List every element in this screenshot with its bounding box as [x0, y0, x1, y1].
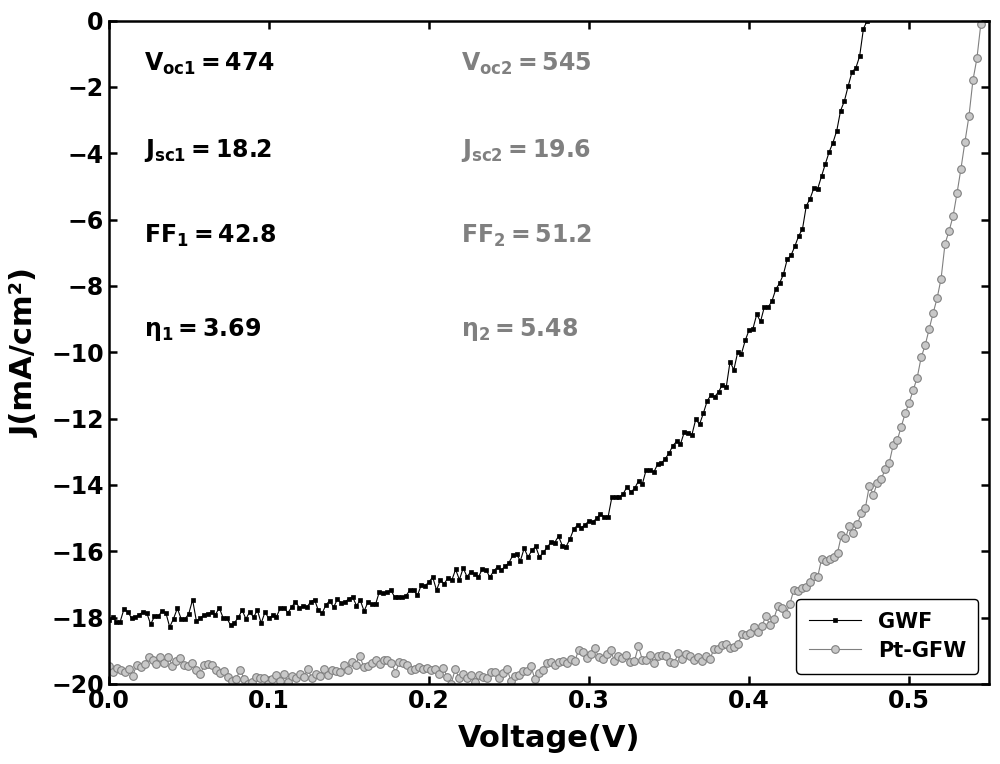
GWF [827, 138, 839, 147]
Pt-GFW [103, 662, 115, 671]
Text: $\mathbf{V}_{\mathbf{oc1}}\mathbf{=474}$: $\mathbf{V}_{\mathbf{oc1}}\mathbf{=474}$ [144, 50, 275, 76]
GWF [148, 612, 160, 621]
GWF [800, 202, 812, 211]
Line: GWF: GWF [106, 18, 870, 630]
GWF [309, 595, 321, 604]
GWF [861, 16, 873, 25]
Pt-GFW [242, 679, 254, 688]
Pt-GFW [843, 521, 855, 530]
Pt-GFW [573, 646, 585, 655]
Text: $\mathbf{FF_2=51.2}$: $\mathbf{FF_2=51.2}$ [461, 223, 592, 249]
Y-axis label: J(mA/cm²): J(mA/cm²) [11, 267, 40, 437]
Legend: GWF, Pt-GFW: GWF, Pt-GFW [796, 599, 978, 674]
Text: $\mathbf{FF_1=42.8}$: $\mathbf{FF_1=42.8}$ [144, 223, 276, 249]
Text: $\mathbf{J}_{\mathbf{sc2}}\mathbf{=19.6}$: $\mathbf{J}_{\mathbf{sc2}}\mathbf{=19.6}… [461, 137, 591, 163]
Line: Pt-GFW: Pt-GFW [105, 20, 985, 688]
Text: $\mathbf{V}_{\mathbf{oc2}}\mathbf{=545}$: $\mathbf{V}_{\mathbf{oc2}}\mathbf{=545}$ [461, 50, 591, 76]
Pt-GFW [871, 478, 883, 487]
Pt-GFW [975, 19, 987, 28]
Pt-GFW [346, 657, 358, 666]
Text: $\mathbf{\eta_2=5.48}$: $\mathbf{\eta_2=5.48}$ [461, 316, 578, 343]
GWF [248, 613, 260, 622]
GWF [164, 623, 176, 632]
Text: $\mathbf{J}_{\mathbf{sc1}}\mathbf{=18.2}$: $\mathbf{J}_{\mathbf{sc1}}\mathbf{=18.2}… [144, 137, 272, 163]
GWF [103, 616, 115, 625]
GWF [133, 610, 145, 619]
X-axis label: Voltage(V): Voltage(V) [458, 724, 640, 753]
Pt-GFW [362, 662, 374, 671]
Pt-GFW [887, 440, 899, 449]
Text: $\mathbf{\eta_1=3.69}$: $\mathbf{\eta_1=3.69}$ [144, 316, 261, 343]
